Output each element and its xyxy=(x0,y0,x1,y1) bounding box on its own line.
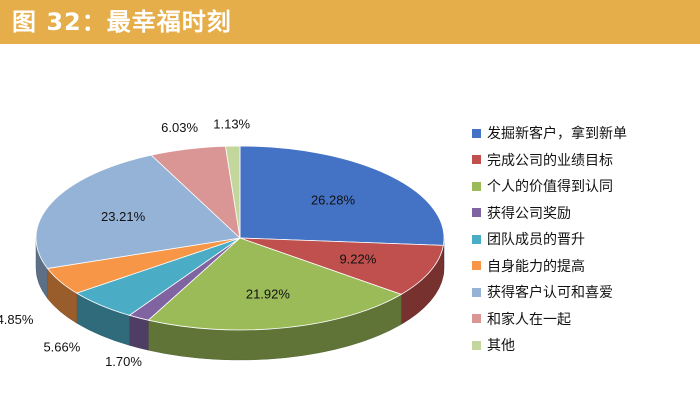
slice-value-label-5: 5.66% xyxy=(43,339,80,354)
legend-label: 完成公司的业绩目标 xyxy=(487,152,613,169)
legend-label: 获得客户认可和喜爱 xyxy=(487,285,613,302)
pie-chart: 26.28% 9.22% 21.92% 1.70% 5.66% 4.85% 23.21% 6.… xyxy=(0,116,445,369)
legend-swatch xyxy=(472,234,481,244)
slice-value-label-2: 9.22% xyxy=(339,252,376,267)
legend-item-9: 其他 xyxy=(472,332,694,359)
legend-item-7: 获得客户认可和喜爱 xyxy=(472,279,694,306)
pie-slice-side-4 xyxy=(129,314,149,351)
legend-swatch xyxy=(472,181,481,191)
legend-label: 团队成员的晋升 xyxy=(487,232,585,249)
chart-legend: 发掘新客户，拿到新单 完成公司的业绩目标 个人的价值得到认同 获得公司奖励 团队成员的晋… xyxy=(472,120,694,359)
legend-label: 个人的价值得到认同 xyxy=(487,179,613,196)
slice-value-label-3: 21.92% xyxy=(246,287,291,302)
pie-slice-7 xyxy=(35,154,241,269)
slice-value-label-9: 1.13% xyxy=(213,116,250,131)
legend-swatch xyxy=(472,287,481,297)
legend-swatch xyxy=(472,208,481,218)
legend-label: 和家人在一起 xyxy=(487,311,571,328)
legend-swatch xyxy=(472,340,481,350)
legend-item-2: 完成公司的业绩目标 xyxy=(472,147,694,174)
legend-label: 其他 xyxy=(487,338,515,355)
legend-swatch xyxy=(472,128,481,138)
slice-value-label-7: 23.21% xyxy=(101,209,146,224)
legend-item-3: 个人的价值得到认同 xyxy=(472,173,694,200)
pie-slice-3 xyxy=(147,237,403,331)
figure-title: 图 32：最幸福时刻 xyxy=(12,8,232,36)
slice-value-label-6: 4.85% xyxy=(0,312,34,327)
legend-label: 发掘新客户，拿到新单 xyxy=(487,126,627,143)
legend-swatch xyxy=(472,155,481,165)
legend-item-6: 自身能力的提高 xyxy=(472,253,694,280)
figure-header: 图 32：最幸福时刻 xyxy=(0,0,700,44)
pie-slice-1 xyxy=(239,145,445,246)
slice-value-label-8: 6.03% xyxy=(161,120,198,135)
legend-swatch xyxy=(472,314,481,324)
pie-slice-9 xyxy=(225,145,241,239)
legend-item-1: 发掘新客户，拿到新单 xyxy=(472,120,694,147)
legend-item-5: 团队成员的晋升 xyxy=(472,226,694,253)
legend-item-4: 获得公司奖励 xyxy=(472,200,694,227)
pie-slice-2 xyxy=(239,237,444,295)
legend-label: 自身能力的提高 xyxy=(487,258,585,275)
slice-value-label-4: 1.70% xyxy=(105,354,142,369)
slice-value-label-1: 26.28% xyxy=(311,192,356,207)
legend-item-8: 和家人在一起 xyxy=(472,306,694,333)
legend-label: 获得公司奖励 xyxy=(487,205,571,222)
legend-swatch xyxy=(472,261,481,271)
